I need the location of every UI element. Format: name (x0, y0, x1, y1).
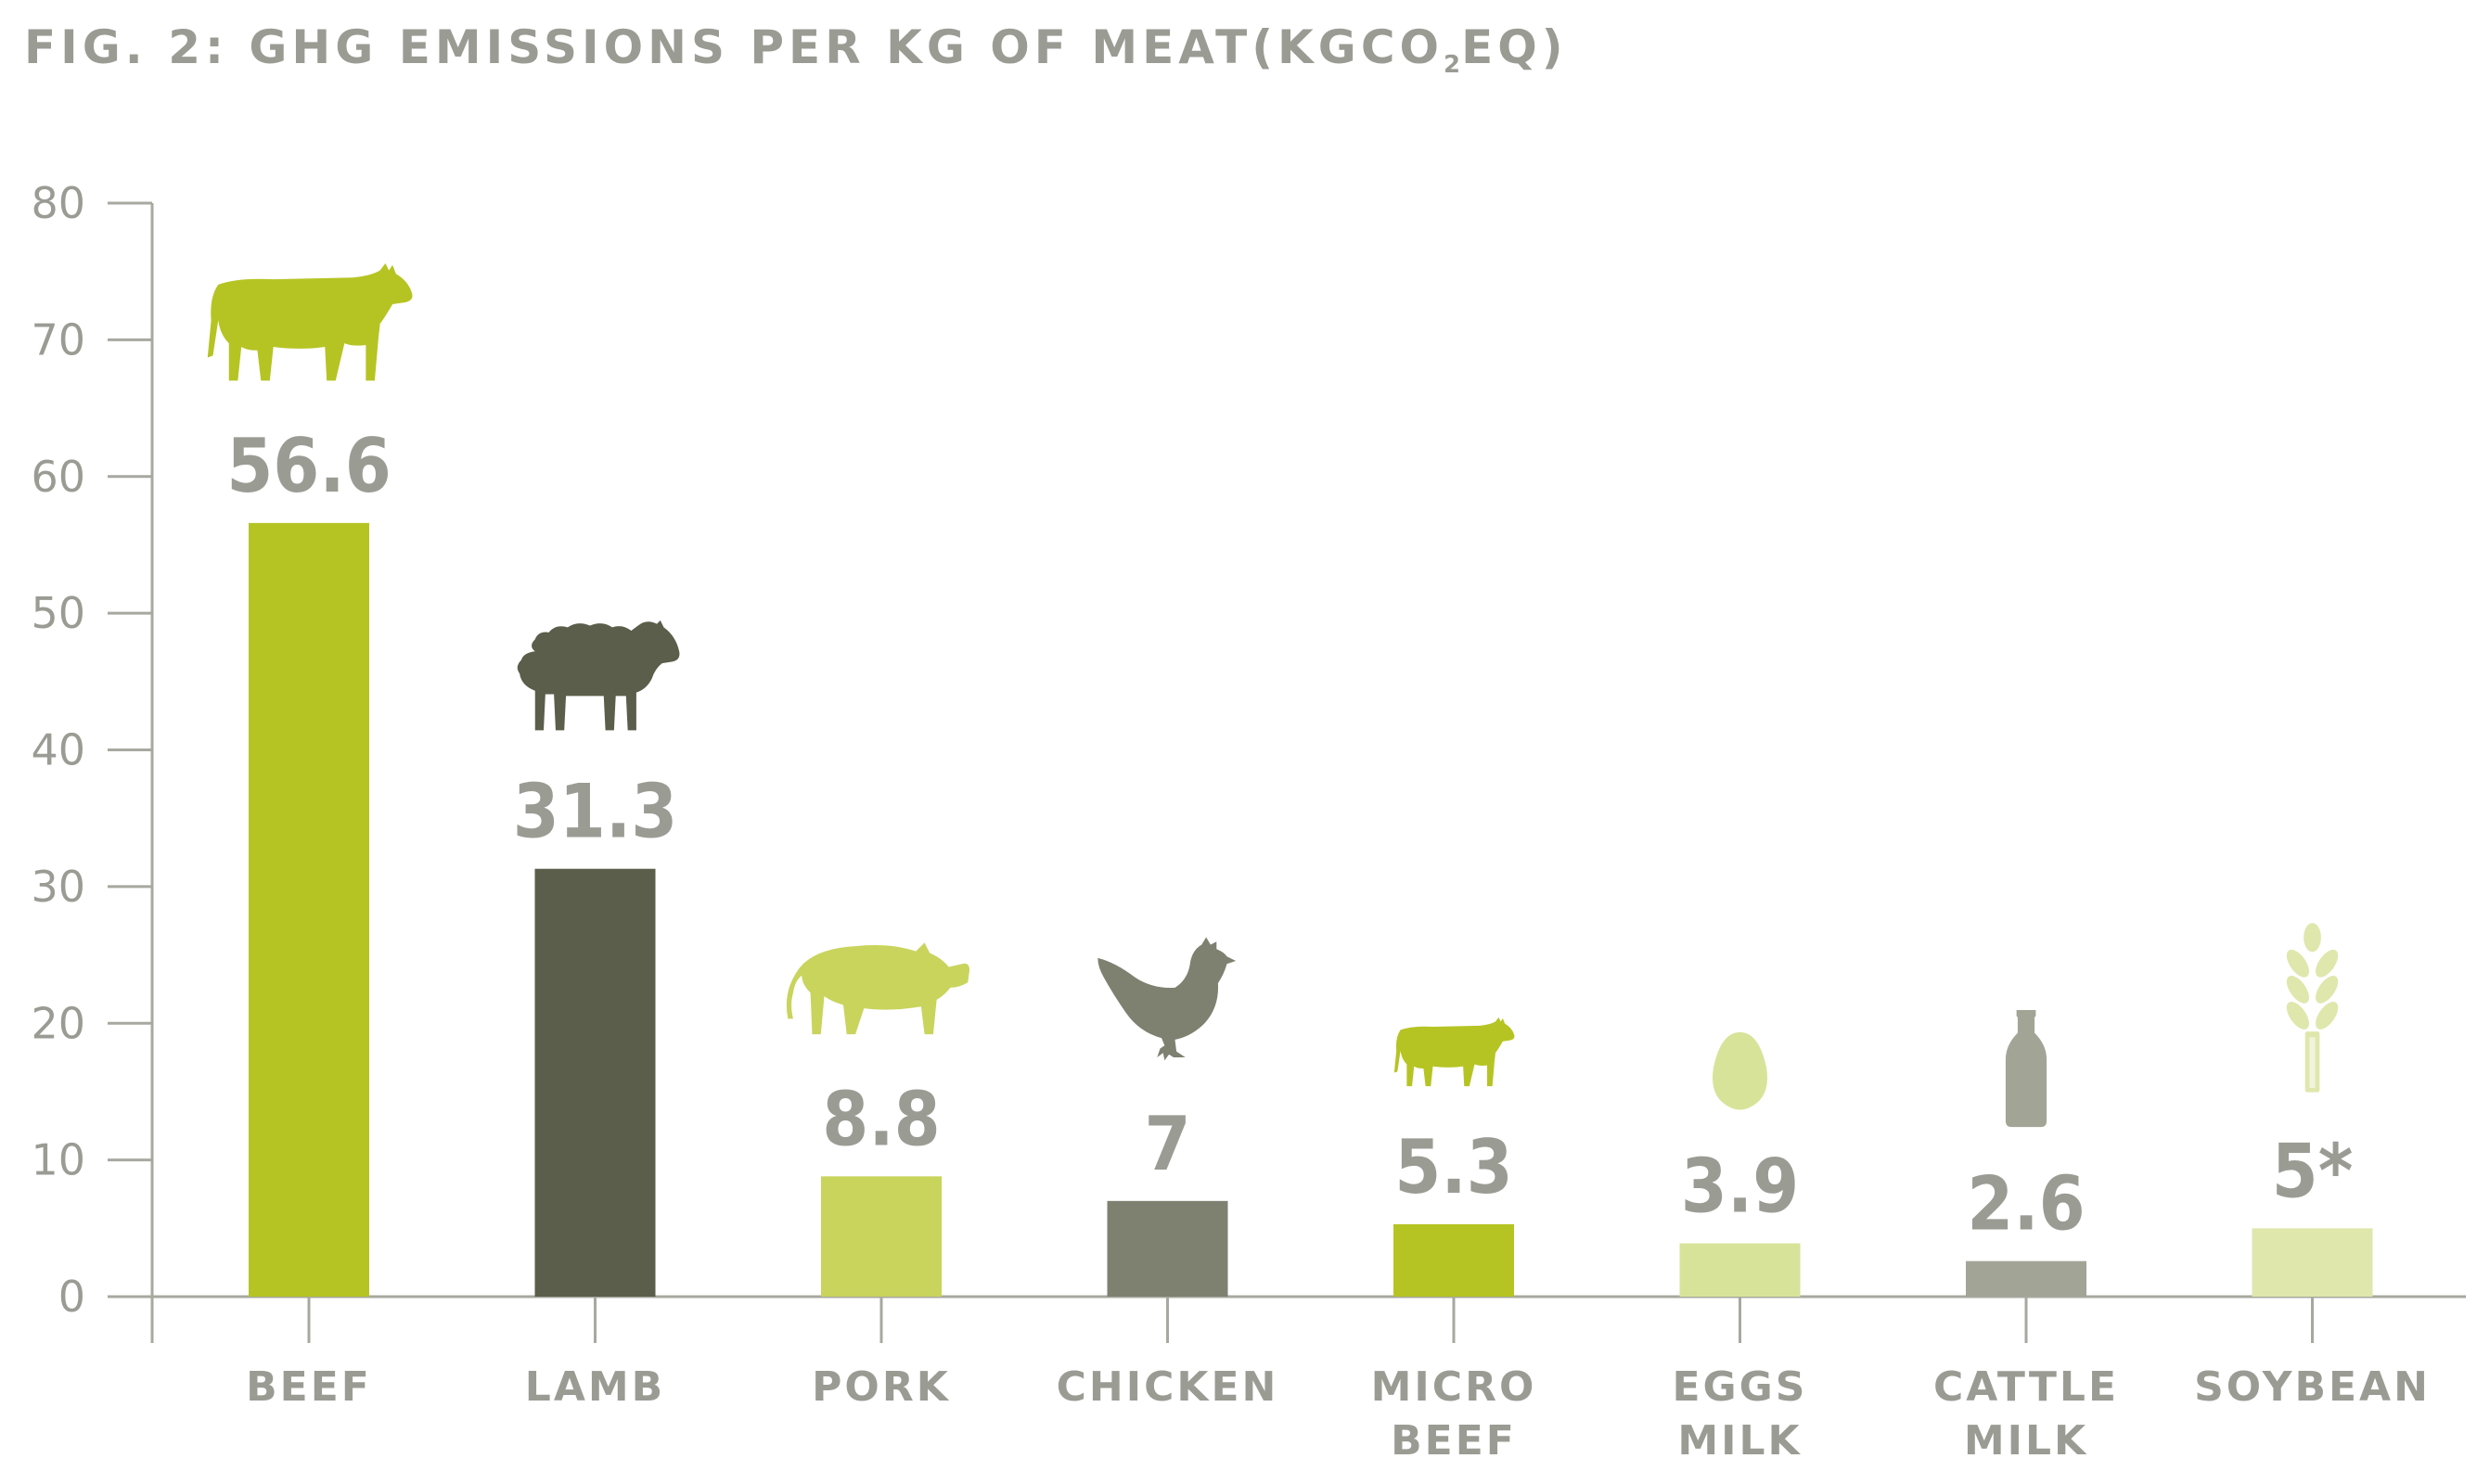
chicken-icon (1097, 937, 1237, 1061)
pig-icon (786, 942, 970, 1035)
data-label: 56.6 (226, 423, 391, 509)
x-tick-label: PORK (812, 1363, 951, 1411)
y-tick-label: 0 (58, 1272, 85, 1322)
bar (821, 1176, 942, 1297)
cow-icon (207, 262, 413, 381)
y-tick-label: 60 (31, 452, 85, 502)
y-tick-label: 30 (31, 862, 85, 912)
y-tick-label: 70 (31, 314, 85, 365)
y-tick-label: 50 (31, 588, 85, 638)
data-label: 5.3 (1394, 1124, 1513, 1210)
chart-title: FIG. 2: GHG EMISSIONS PER KG OF MEAT(KGC… (24, 20, 1568, 79)
x-tick-label: BEEF (1391, 1417, 1517, 1465)
data-label: 7 (1144, 1101, 1190, 1187)
y-tick-label: 80 (31, 178, 85, 228)
milk-bottle-icon (2005, 1009, 2047, 1128)
bar (249, 522, 369, 1297)
sheep-icon (517, 620, 680, 731)
y-tick-label: 20 (31, 998, 85, 1048)
data-label: 31.3 (513, 769, 678, 855)
egg-icon (1712, 1031, 1768, 1110)
bar (2252, 1228, 2373, 1297)
x-tick-label: CATTLE (1933, 1363, 2119, 1411)
bar (1966, 1260, 2086, 1297)
x-tick-label: SOYBEAN (2194, 1363, 2431, 1411)
x-tick-label: CHICKEN (1057, 1363, 1279, 1411)
data-label: 2.6 (1967, 1161, 2086, 1247)
data-label: 8.8 (822, 1076, 941, 1162)
y-tick-label: 40 (31, 725, 85, 775)
data-label: 3.9 (1681, 1144, 1800, 1230)
x-tick-label: MILK (1964, 1417, 2088, 1465)
wheat-icon (2282, 923, 2342, 1093)
x-tick-label: MICRO (1371, 1363, 1537, 1411)
bar (1393, 1223, 1514, 1297)
x-tick-label: BEEF (246, 1363, 372, 1411)
x-tick-label: LAMB (525, 1363, 665, 1411)
bar (534, 868, 656, 1297)
bar (1107, 1200, 1228, 1297)
x-tick-label: EGGS (1673, 1363, 1808, 1411)
y-tick-label: 10 (31, 1135, 85, 1185)
x-tick-label: MILK (1677, 1417, 1802, 1465)
cow-icon (1393, 1017, 1515, 1087)
data-label: 5* (2272, 1128, 2354, 1214)
bar (1679, 1243, 1801, 1297)
